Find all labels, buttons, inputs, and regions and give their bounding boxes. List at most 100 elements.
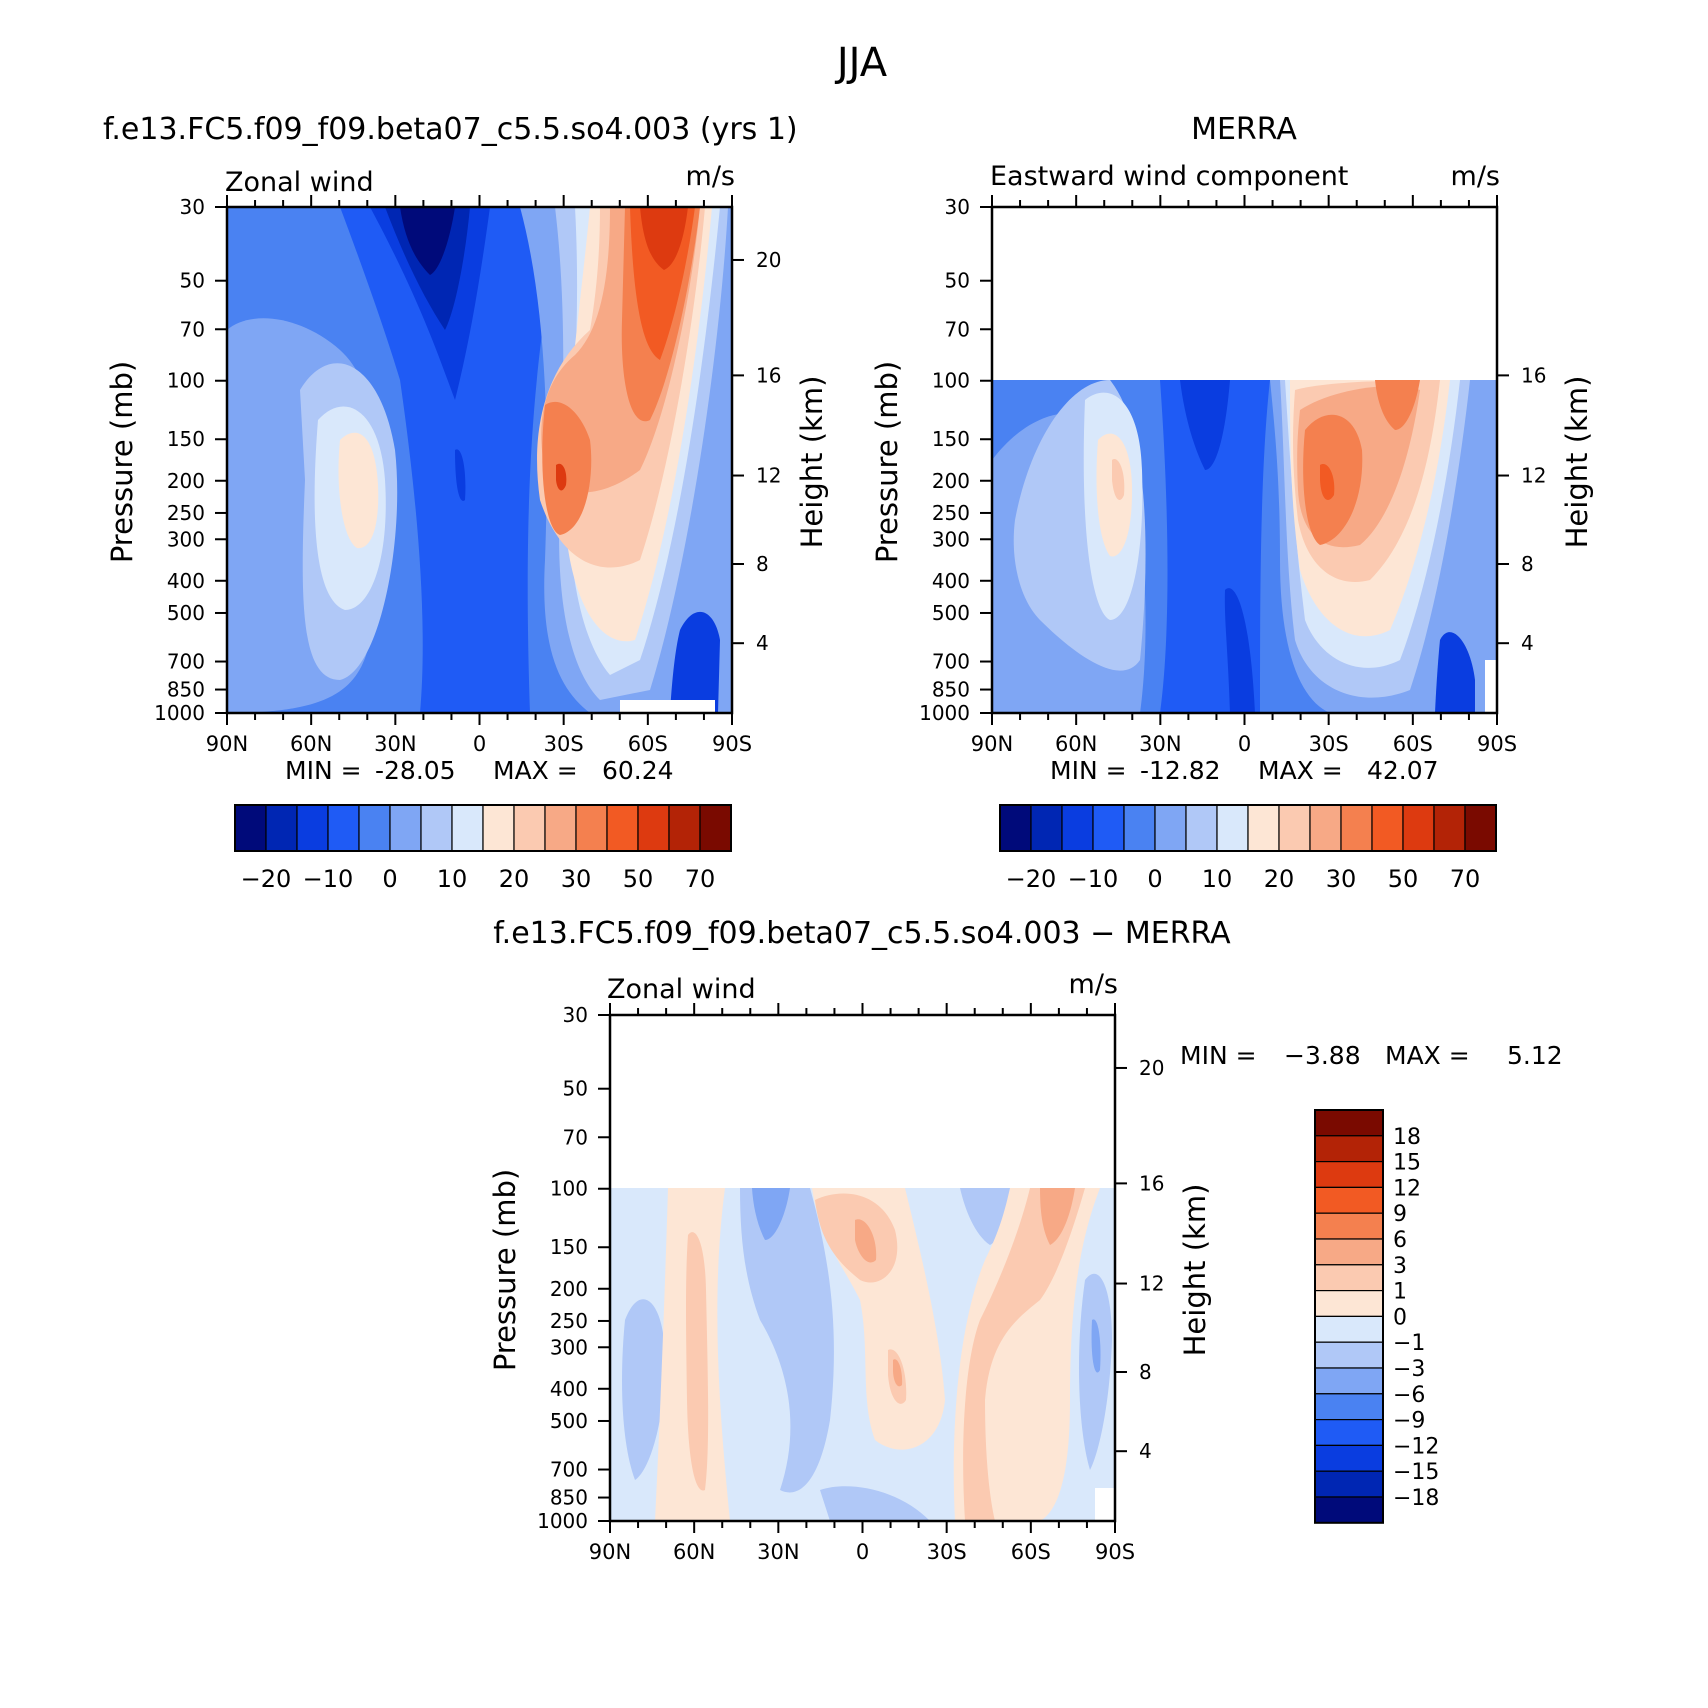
x-tick-label: 0 [473, 732, 486, 756]
panel-merra-min: -12.82 [1140, 756, 1221, 785]
panel-diff-max-label: MAX = [1385, 1041, 1470, 1070]
colorbar-label: −9 [1393, 1409, 1425, 1434]
contour-region [686, 1232, 709, 1491]
panel-model-ylabel: Pressure (mb) [105, 361, 139, 563]
colorbar-label: 30 [561, 865, 592, 893]
y-tick-label: 30 [180, 195, 205, 219]
y-tick-label: 50 [563, 1077, 588, 1101]
y-tick-label: 850 [167, 678, 205, 702]
colorbar-box [1314, 1289, 1384, 1317]
y-tick-label: 700 [932, 650, 970, 674]
panel-model-min: -28.05 [375, 756, 456, 785]
contour-region [963, 1188, 1085, 1521]
y-tick-label: 500 [167, 601, 205, 625]
y-tick-label: 850 [550, 1486, 588, 1510]
panel-merra-axes: 90N 60N 30N 0 30S 60S 90S 30 50 70 100 150 200 250300… [919, 195, 1546, 756]
colorbar-box [606, 804, 639, 852]
panel-merra-contours [992, 380, 1497, 713]
colorbar-box [1154, 804, 1187, 852]
panel-diff-min-label: MIN = [1180, 1041, 1257, 1070]
colorbar-box [1314, 1160, 1384, 1188]
colorbar-box [1123, 804, 1156, 852]
contour-region [556, 207, 688, 491]
y-tick-label: 500 [932, 601, 970, 625]
colorbar-label: 18 [1393, 1125, 1421, 1150]
x-tick-label: 0 [1238, 732, 1251, 756]
panel-merra-left-string: Eastward wind component [990, 161, 1348, 192]
panel-diff-min: −3.88 [1284, 1041, 1361, 1070]
y2-tick-label: 8 [1139, 1360, 1152, 1384]
y-tick-label: 30 [563, 1003, 588, 1027]
colorbar-label: −12 [1393, 1434, 1439, 1459]
y2-tick-label: 20 [1139, 1056, 1164, 1080]
y2-tick-label: 12 [1139, 1272, 1164, 1296]
panel-model: f.e13.FC5.f09_f09.beta07_c5.5.so4.003 (y… [103, 112, 829, 893]
colorbar-box [1092, 804, 1125, 852]
x-tick-label: 90S [1095, 1540, 1135, 1564]
panel-model-left-string: Zonal wind [225, 167, 374, 198]
colorbar-box [296, 804, 329, 852]
y-tick-label: 150 [550, 1235, 588, 1259]
colorbar-box [1314, 1135, 1384, 1163]
y-tick-label: 70 [945, 317, 970, 341]
x-tick-label: 30N [374, 732, 416, 756]
panel-merra-min-label: MIN = [1050, 756, 1127, 785]
colorbar-box [1314, 1212, 1384, 1240]
missing-data [620, 700, 715, 713]
panel-merra-title: MERRA [1191, 112, 1297, 147]
y-tick-label: 850 [932, 678, 970, 702]
colorbar-label: −15 [1393, 1460, 1439, 1485]
panel-model-max: 60.24 [602, 756, 674, 785]
colorbar-box [1314, 1264, 1384, 1292]
y2-tick-label: 4 [1139, 1439, 1152, 1463]
colorbar-label: 0 [382, 865, 397, 893]
colorbar-label: −3 [1393, 1357, 1425, 1382]
x-tick-label: 60N [1055, 732, 1097, 756]
panel-model-axes: 90N 60N 30N 0 30S 60S 90S 30 50 70 100 150 200 250300… [154, 195, 781, 756]
colorbar-label: 70 [685, 865, 716, 893]
contour-region [1180, 380, 1230, 470]
colorbar-box [1314, 1496, 1384, 1524]
colorbar-label: 0 [1147, 865, 1162, 893]
colorbar-box [544, 804, 577, 852]
panel-model-units: m/s [686, 161, 735, 192]
colorbar-box [1314, 1341, 1384, 1369]
colorbar-box [1314, 1109, 1384, 1137]
colorbar-box [482, 804, 515, 852]
colorbar-box [420, 804, 453, 852]
colorbar-box [1314, 1470, 1384, 1498]
panel-merra-max: 42.07 [1367, 756, 1439, 785]
contour-region [752, 1188, 790, 1240]
x-tick-label: 90S [712, 732, 752, 756]
colorbar-box [265, 804, 298, 852]
x-tick-label: 60S [628, 732, 668, 756]
y2-tick-label: 8 [756, 552, 769, 576]
panel-model-contours [227, 207, 732, 713]
contour-region [1303, 380, 1420, 545]
colorbar-label: 50 [1388, 865, 1419, 893]
colorbar-label: −20 [1006, 865, 1057, 893]
colorbar-label: −10 [1068, 865, 1119, 893]
y-tick-label: 400 [550, 1377, 588, 1401]
contour-region [1320, 464, 1335, 500]
contour-region [338, 432, 379, 549]
colorbar-box [1216, 804, 1249, 852]
x-tick-label: 30S [1309, 732, 1349, 756]
colorbar-label: −20 [241, 865, 292, 893]
y2-tick-label: 8 [1521, 552, 1534, 576]
y-tick-label: 500 [550, 1409, 588, 1433]
colorbar-label: 3 [1393, 1254, 1407, 1279]
y2-tick-label: 16 [756, 363, 781, 387]
colorbar-box [575, 804, 608, 852]
contour-region [455, 449, 720, 713]
panel-model-title: f.e13.FC5.f09_f09.beta07_c5.5.so4.003 (y… [103, 112, 798, 147]
x-tick-label: 0 [856, 1540, 869, 1564]
panel-diff-units: m/s [1069, 969, 1118, 1000]
colorbar-box [1314, 1186, 1384, 1214]
colorbar-label: 12 [1393, 1176, 1421, 1201]
y-tick-label: 1000 [154, 701, 205, 725]
contour-region [622, 1299, 665, 1480]
y2-tick-label: 16 [1521, 363, 1546, 387]
colorbar-box [1309, 804, 1342, 852]
missing-data [1095, 1488, 1115, 1521]
